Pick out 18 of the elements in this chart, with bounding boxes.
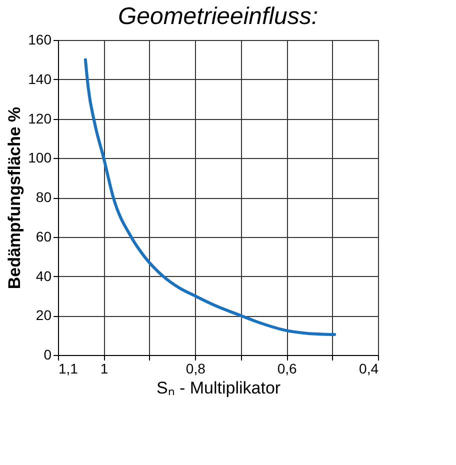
x-tick-label: 0,4	[359, 360, 379, 376]
y-tick-label: 60	[36, 228, 52, 244]
y-tick-label: 100	[28, 150, 52, 166]
x-tick-label: 0,8	[186, 360, 206, 376]
y-tick-label: 20	[36, 307, 52, 324]
y-tick-label: 0	[44, 346, 52, 362]
chart-title: Geometrieeinfluss:	[118, 3, 318, 30]
y-tick-label: 120	[28, 110, 52, 126]
x-tick-label: 1	[100, 360, 108, 376]
x-axis-title: Sₙ - Multiplikator	[156, 378, 281, 398]
y-axis-title: Bedämpfungsfläche %	[5, 106, 24, 290]
y-tick-label: 80	[36, 189, 52, 205]
line-series	[84, 58, 336, 336]
y-tick-label: 160	[28, 32, 52, 48]
y-tick-label: 40	[36, 268, 52, 284]
x-tick-label: 1,1	[58, 360, 78, 376]
x-tick-label: 0,6	[277, 360, 298, 376]
y-tick-label: 140	[28, 70, 52, 87]
